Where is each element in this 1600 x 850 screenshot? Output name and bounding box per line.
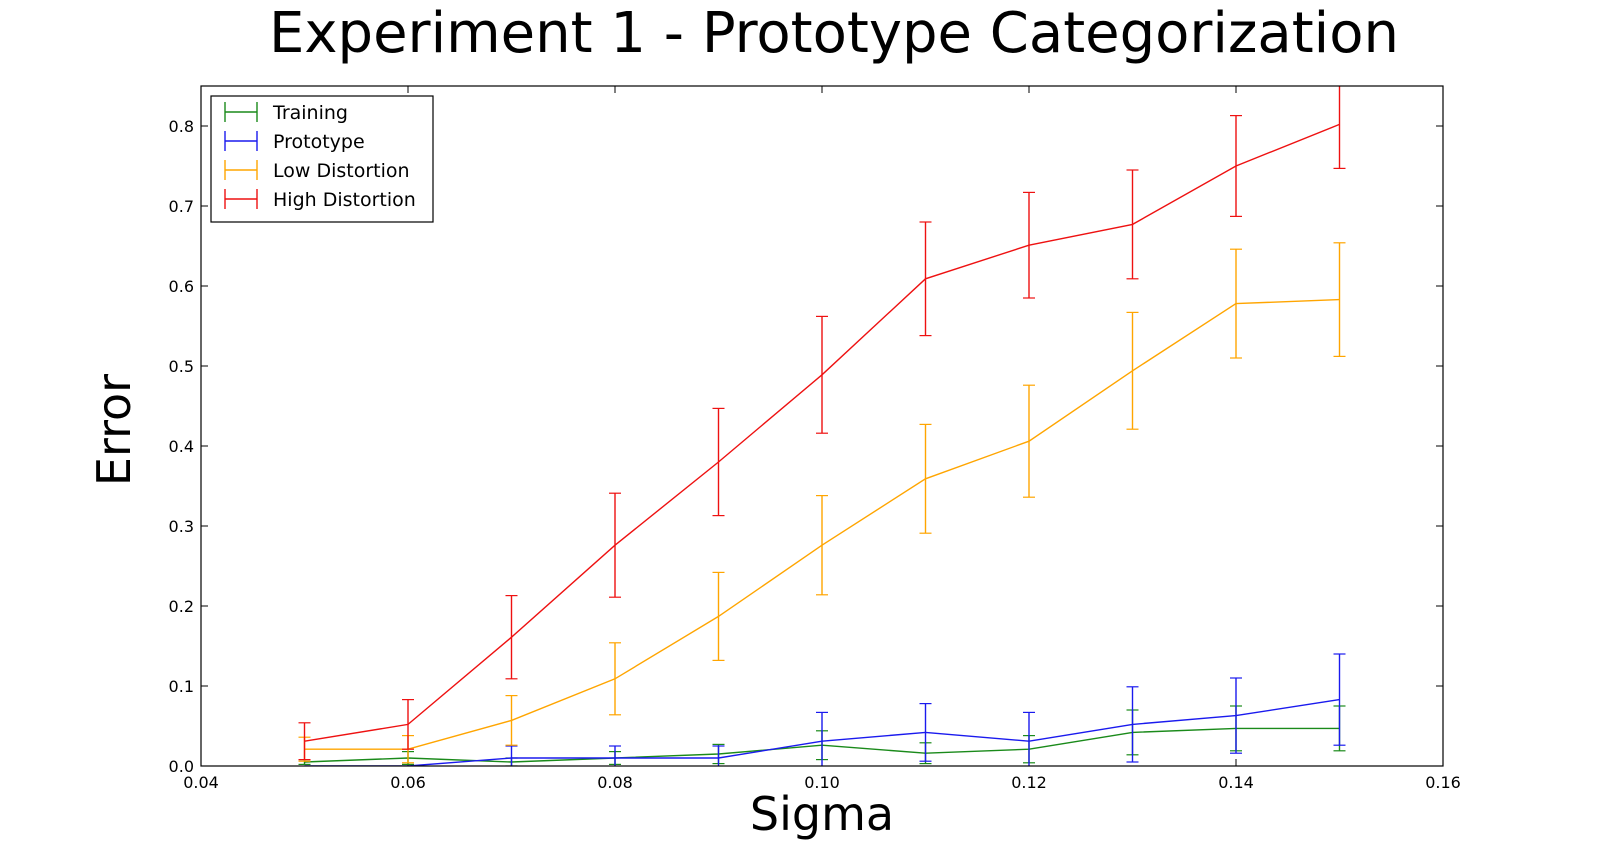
- series-group: [298, 86, 1346, 766]
- x-tick-label: 0.12: [1011, 773, 1047, 792]
- x-tick-label: 0.10: [804, 773, 840, 792]
- error-bar-high-distortion: [1023, 191, 1035, 299]
- error-bar-prototype: [505, 745, 518, 766]
- error-bar-high-distortion: [1126, 169, 1139, 280]
- y-tick-label: 0.1: [169, 677, 194, 696]
- error-bar-low-distortion: [816, 495, 828, 596]
- error-bar-prototype: [712, 745, 725, 766]
- error-bar-high-distortion: [919, 221, 932, 337]
- x-tick-label: 0.16: [1425, 773, 1461, 792]
- legend-label: Training: [272, 102, 348, 124]
- error-bar-high-distortion: [298, 722, 311, 761]
- error-bar-low-distortion: [919, 423, 932, 534]
- y-tick-label: 0.6: [169, 277, 194, 296]
- legend-entry-high-distortion: High Distortion: [224, 189, 416, 211]
- error-bar-low-distortion: [1023, 384, 1035, 498]
- error-bar-prototype: [609, 745, 621, 766]
- error-bar-prototype: [1230, 677, 1242, 754]
- legend-box: [210, 95, 434, 223]
- y-tick-label: 0.3: [169, 517, 194, 536]
- y-tick-label: 0.2: [169, 597, 194, 616]
- plot-area: 0.04 0.06 0.08 0.10 0.12 0.14 0.16 0.0 0.1 0.2 0.3…: [169, 85, 1461, 792]
- legend-entry-prototype: Prototype: [224, 131, 365, 153]
- x-tick-label: 0.06: [390, 773, 426, 792]
- legend-label: Prototype: [273, 131, 365, 153]
- error-bar-low-distortion: [1126, 311, 1139, 430]
- chart-title: Experiment 1 - Prototype Categorization: [269, 1, 1399, 66]
- error-bar-low-distortion: [505, 694, 518, 746]
- error-bar-low-distortion: [1333, 242, 1346, 357]
- legend-label: High Distortion: [273, 189, 416, 211]
- legend: Training Prototype Low Distortion High Dist…: [210, 95, 434, 223]
- error-bar-prototype: [816, 711, 828, 766]
- legend-label: Low Distortion: [273, 160, 410, 182]
- y-axis-label: Error: [87, 374, 141, 486]
- x-tick-label: 0.14: [1218, 773, 1254, 792]
- error-bar-high-distortion: [712, 407, 725, 517]
- error-bar-high-distortion: [816, 315, 828, 434]
- plot-frame: [200, 85, 1444, 767]
- error-bar-prototype: [1126, 686, 1139, 763]
- y-tick-label: 0.0: [169, 757, 194, 776]
- error-bar-prototype: [1333, 653, 1346, 746]
- error-bar-prototype: [919, 702, 932, 762]
- legend-entry-low-distortion: Low Distortion: [224, 160, 410, 182]
- error-bar-low-distortion: [609, 642, 621, 716]
- x-tick-label: 0.04: [183, 773, 219, 792]
- error-bar-high-distortion: [1333, 86, 1346, 169]
- error-bar-low-distortion: [1230, 248, 1242, 359]
- y-tick-label: 0.8: [169, 117, 194, 136]
- error-bar-high-distortion: [609, 492, 621, 598]
- legend-entry-training: Training: [224, 102, 348, 124]
- y-tick-label: 0.7: [169, 197, 194, 216]
- x-tick-label: 0.08: [597, 773, 633, 792]
- error-bar-low-distortion: [712, 571, 725, 662]
- error-bar-prototype: [1023, 711, 1035, 766]
- x-axis-label: Sigma: [750, 787, 894, 841]
- error-bar-high-distortion: [402, 698, 414, 750]
- y-tick-label: 0.4: [169, 437, 194, 456]
- error-bar-high-distortion: [1230, 114, 1242, 217]
- error-bar-high-distortion: [505, 594, 518, 680]
- y-tick-label: 0.5: [169, 357, 194, 376]
